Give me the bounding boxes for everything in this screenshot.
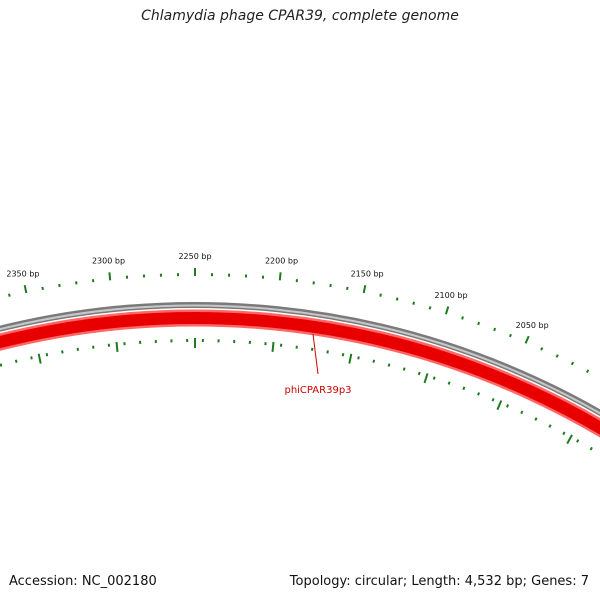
- outer-minor-tick: [428, 306, 432, 310]
- outer-minor-tick: [379, 293, 382, 297]
- outer-minor-tick: [570, 361, 575, 366]
- inner-minor-tick: [447, 381, 451, 385]
- scale-label: 2250 bp: [178, 252, 211, 261]
- inner-major-tick: [115, 341, 119, 353]
- inner-minor-tick: [520, 410, 524, 415]
- outer-minor-tick: [346, 286, 349, 291]
- inner-minor-tick: [432, 376, 436, 380]
- inner-major-tick: [566, 434, 573, 445]
- inner-minor-tick: [576, 439, 580, 443]
- outer-minor-tick: [477, 321, 481, 326]
- inner-minor-tick: [14, 359, 18, 363]
- inner-minor-tick: [402, 367, 406, 371]
- scale-label: 2300 bp: [92, 256, 125, 265]
- scale-label: 2350 bp: [6, 269, 39, 278]
- outer-minor-tick: [329, 283, 332, 288]
- gene-phiCPAR39p3-arc[interactable]: [0, 312, 600, 530]
- inner-minor-tick: [477, 392, 481, 396]
- outer-minor-tick: [58, 283, 61, 288]
- outer-minor-tick: [461, 316, 464, 320]
- inner-minor-tick: [387, 363, 391, 367]
- inner-minor-tick: [0, 363, 3, 367]
- inner-major-tick: [271, 341, 275, 353]
- inner-major-tick: [348, 353, 353, 364]
- inner-minor-tick: [30, 356, 33, 360]
- outer-minor-tick: [586, 369, 590, 373]
- gene-band-edge: [0, 309, 600, 438]
- inner-minor-tick: [357, 356, 360, 360]
- inner-major-tick: [496, 400, 503, 411]
- scale-label: 2150 bp: [351, 269, 384, 278]
- outer-major-tick: [278, 272, 282, 281]
- genome-summary-text: Topology: circular; Length: 4,532 bp; Ge…: [289, 574, 589, 589]
- outer-major-tick: [362, 284, 367, 294]
- outer-minor-tick: [508, 333, 512, 338]
- inner-minor-tick: [562, 431, 566, 436]
- genome-backbone-outer: [0, 302, 600, 417]
- inner-major-tick: [423, 373, 429, 384]
- outer-minor-tick: [395, 297, 399, 301]
- inner-minor-tick: [45, 353, 49, 357]
- inner-minor-tick: [589, 446, 593, 451]
- outer-minor-tick: [540, 347, 544, 351]
- outer-scale-ticks: [8, 268, 590, 373]
- inner-minor-tick: [372, 359, 376, 363]
- outer-minor-tick: [8, 293, 11, 297]
- gene-label-leader-line: [312, 333, 319, 375]
- inner-minor-tick: [491, 397, 495, 402]
- outer-major-tick: [524, 335, 530, 344]
- outer-minor-tick: [412, 301, 416, 305]
- outer-major-tick: [444, 306, 450, 315]
- map-title: Chlamydia phage CPAR39, complete genome: [141, 8, 459, 24]
- inner-minor-tick: [462, 386, 466, 391]
- inner-minor-tick: [326, 350, 329, 354]
- inner-major-tick: [37, 353, 42, 364]
- inner-minor-tick: [534, 417, 538, 421]
- accession-text: Accession: NC_002180: [9, 574, 157, 589]
- inner-minor-tick: [417, 371, 421, 376]
- outer-minor-tick: [555, 354, 559, 358]
- genome-backbone-inner: [0, 304, 600, 415]
- inner-minor-tick: [61, 350, 64, 354]
- scale-label: 2100 bp: [434, 291, 467, 300]
- outer-minor-tick: [41, 286, 44, 291]
- outer-minor-tick: [493, 327, 497, 332]
- inner-scale-ticks: [0, 338, 593, 451]
- inner-minor-tick: [341, 353, 345, 357]
- outer-major-tick: [23, 284, 28, 294]
- scale-label: 2200 bp: [265, 256, 298, 265]
- inner-minor-tick: [548, 424, 552, 428]
- outer-major-tick: [108, 272, 112, 281]
- gene-label-phiCPAR39p3[interactable]: phiCPAR39p3: [284, 385, 351, 396]
- scale-labels: 2050 bp 2100 bp 2150 bp 2200 bp 2250 bp 2300 …: [6, 252, 548, 330]
- scale-label: 2050 bp: [516, 321, 549, 330]
- inner-minor-tick: [505, 404, 510, 408]
